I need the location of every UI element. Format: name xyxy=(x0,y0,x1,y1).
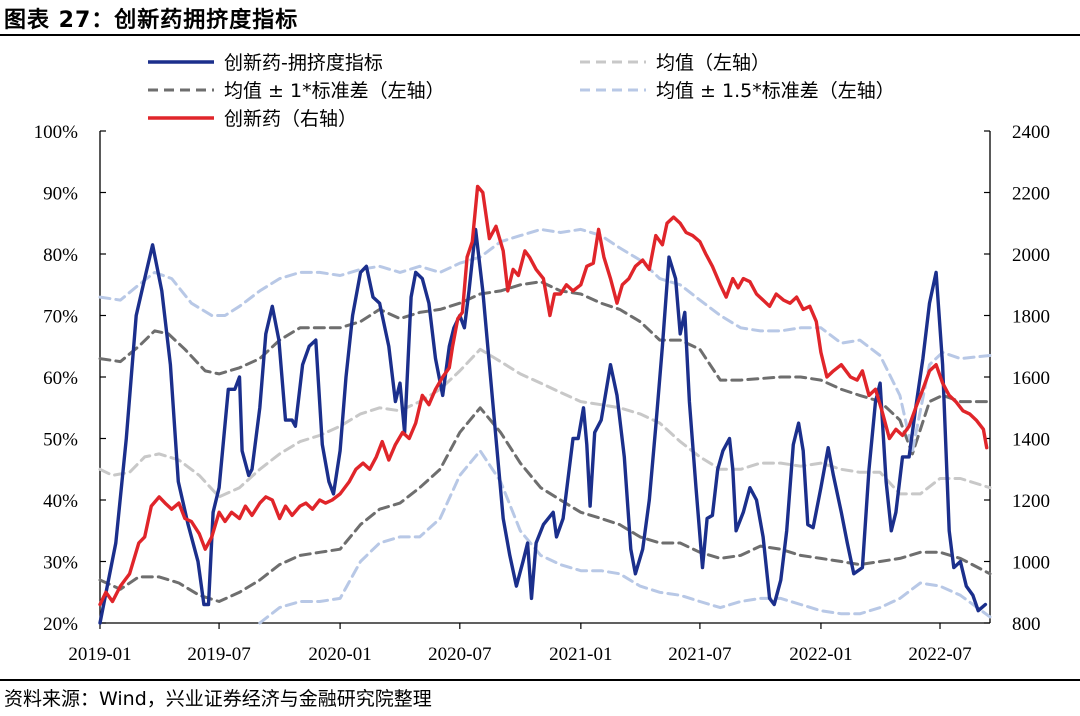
y-left-tick-label: 40% xyxy=(43,491,78,512)
y-left-tick-label: 50% xyxy=(43,430,78,451)
source-note: 资料来源：Wind，兴业证券经济与金融研究院整理 xyxy=(4,688,432,710)
y-left-tick-label: 60% xyxy=(43,368,78,389)
legend-label: 创新药-拥挤度指标 xyxy=(224,52,383,74)
y-right-tick-label: 1000 xyxy=(1012,553,1050,574)
series-line xyxy=(98,347,992,499)
series-line xyxy=(98,184,989,607)
y-left-tick-label: 90% xyxy=(43,184,78,205)
x-tick-label: 2022-07 xyxy=(908,644,971,665)
y-left-tick-label: 70% xyxy=(43,307,78,328)
y-left-tick-label: 80% xyxy=(43,245,78,266)
y-left-tick-label: 100% xyxy=(34,122,79,143)
legend-label: 均值 ± 1*标准差（左轴） xyxy=(224,80,445,102)
y-right-tick-label: 1800 xyxy=(1012,307,1050,328)
y-right-tick-label: 2400 xyxy=(1012,122,1050,143)
y-right-tick-label: 1200 xyxy=(1012,491,1050,512)
chart-series xyxy=(98,184,992,625)
chart-axes: 100% 90% 80% 70% 60% 50% 40% 30% 20% 2400 2200 2000… xyxy=(34,122,1050,665)
series-line xyxy=(258,449,992,625)
legend-label: 创新药（右轴） xyxy=(224,108,357,130)
x-tick-label: 2022-01 xyxy=(789,644,852,665)
legend-label: 均值（左轴） xyxy=(656,52,770,74)
x-tick-label: 2020-07 xyxy=(428,644,491,665)
x-tick-label: 2019-07 xyxy=(187,644,250,665)
series-line xyxy=(98,406,992,603)
legend-label: 均值 ± 1.5*标准差（左轴） xyxy=(656,80,895,102)
title-divider xyxy=(0,34,1080,36)
series-line xyxy=(98,227,992,453)
y-left-tick-label: 20% xyxy=(43,614,78,635)
figure-title: 图表 27：创新药拥挤度指标 xyxy=(4,8,299,33)
chart-legend: 创新药-拥挤度指标 均值（左轴） 均值 ± 1*标准差（左轴） 均值 ± 1.5*标准… xyxy=(148,52,895,130)
y-right-tick-label: 2200 xyxy=(1012,184,1050,205)
y-right-tick-label: 2000 xyxy=(1012,245,1050,266)
x-tick-label: 2021-07 xyxy=(668,644,731,665)
y-left-tick-label: 30% xyxy=(43,553,78,574)
crowding-chart: 100% 90% 80% 70% 60% 50% 40% 30% 20% 2400 2200 2000… xyxy=(34,52,1050,665)
series-line xyxy=(98,280,992,456)
series-line xyxy=(98,227,988,625)
footer-divider xyxy=(0,679,1080,681)
x-tick-label: 2020-01 xyxy=(308,644,371,665)
y-right-tick-label: 800 xyxy=(1012,614,1041,635)
y-right-tick-label: 1400 xyxy=(1012,430,1050,451)
y-right-tick-label: 1600 xyxy=(1012,368,1050,389)
x-tick-label: 2019-01 xyxy=(68,644,131,665)
x-tick-label: 2021-01 xyxy=(549,644,612,665)
